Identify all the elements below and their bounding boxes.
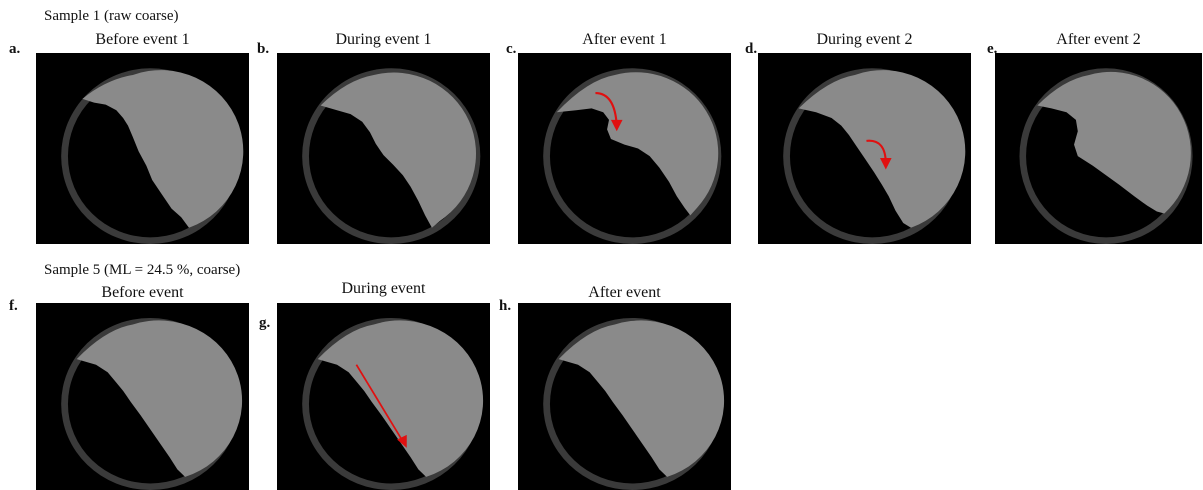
panel-b-image [277,53,490,244]
panel-g-title: During event [341,280,426,297]
panel-c-image [518,53,731,244]
panel-h-title: After event [588,284,661,301]
panel-c-label: c. [506,41,517,57]
panel-e-image [995,53,1202,244]
panel-e-title: After event 2 [1056,31,1141,48]
panel-a-label: a. [9,41,21,57]
panel-c-title: After event 1 [582,31,667,48]
panel-f-label: f. [9,298,18,314]
panel-b-label: b. [257,41,270,57]
panel-g-image [277,303,490,490]
panel-h-label: h. [499,298,512,314]
panel-g-label: g. [259,315,271,331]
panel-d-title: During event 2 [816,31,913,48]
panel-f-image [36,303,249,490]
sample-5-title: Sample 5 (ML = 24.5 %, coarse) [44,262,241,278]
panel-b-title: During event 1 [335,31,432,48]
panel-h-image [518,303,731,490]
panel-d-label: d. [745,41,758,57]
panel-f-title: Before event [101,284,184,301]
panel-e-label: e. [987,41,998,57]
sample-1-title: Sample 1 (raw coarse) [44,8,179,24]
panel-d-image [758,53,971,244]
panel-a-image [36,53,249,244]
panel-a-title: Before event 1 [95,31,190,48]
